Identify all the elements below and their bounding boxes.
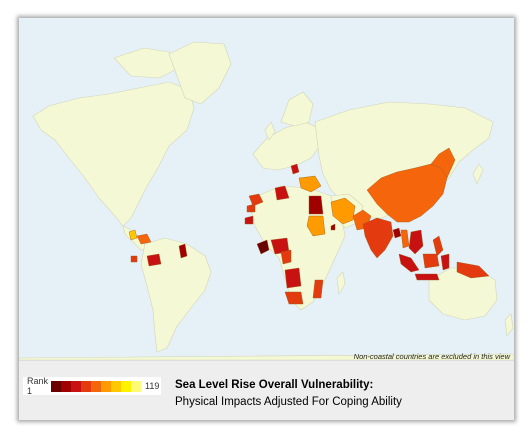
uk xyxy=(264,121,276,141)
legend-min-label: Rank 1 xyxy=(27,376,49,396)
color-legend: Rank 1 119 xyxy=(23,376,161,396)
country-tunisia xyxy=(274,185,290,201)
country-sudan xyxy=(306,215,326,237)
country-eritrea xyxy=(330,223,336,231)
country-mozambique xyxy=(312,279,324,299)
country-bangladesh xyxy=(392,227,402,239)
country-greece xyxy=(290,163,300,175)
country-ecuador xyxy=(130,255,138,263)
japan xyxy=(472,163,484,185)
country-venezuela xyxy=(146,253,162,267)
map-window: Non-coastal countries are excluded in th… xyxy=(19,18,514,420)
country-angola xyxy=(284,267,302,289)
antarctica xyxy=(19,353,514,360)
country-indonesia-borneo xyxy=(422,253,440,269)
country-indonesia-sulawesi xyxy=(440,253,450,271)
country-cameroon xyxy=(280,249,292,265)
map-footer: Rank 1 119 Sea Level Rise Overall Vulner… xyxy=(19,360,514,420)
legend-max-label: 119 xyxy=(145,381,160,391)
country-guatemala xyxy=(128,229,138,241)
legend-swatch-5 xyxy=(91,380,102,392)
map-canvas xyxy=(19,41,514,360)
map-title: Sea Level Rise Overall Vulnerability: xyxy=(175,379,374,391)
country-egypt xyxy=(308,195,324,215)
country-china-ne xyxy=(430,147,456,179)
legend-swatch-2 xyxy=(61,380,72,392)
country-senegal xyxy=(244,215,254,225)
country-papua xyxy=(456,261,490,279)
madagascar xyxy=(336,271,346,295)
country-libya xyxy=(248,193,264,207)
country-south-africa xyxy=(284,291,304,305)
arctic-islands xyxy=(113,47,180,79)
legend-swatch-9 xyxy=(131,380,142,392)
scandinavia xyxy=(280,91,314,127)
country-india xyxy=(362,217,394,259)
legend-swatch-3 xyxy=(71,380,82,392)
country-philippines xyxy=(432,235,444,257)
legend-swatch-4 xyxy=(81,380,92,392)
europe xyxy=(252,121,322,171)
country-vietnam xyxy=(408,229,424,255)
map-note: Non-coastal countries are excluded in th… xyxy=(353,352,510,361)
world-map[interactable] xyxy=(19,18,514,360)
greenland xyxy=(168,41,232,105)
south-america xyxy=(140,237,212,353)
legend-swatch-1 xyxy=(51,380,62,392)
country-indonesia-java xyxy=(414,273,440,281)
legend-swatch-8 xyxy=(121,380,132,392)
country-central-asia xyxy=(298,175,322,193)
legend-swatch-7 xyxy=(111,380,122,392)
country-indonesia-sumatra xyxy=(398,253,420,273)
country-guyana xyxy=(178,243,188,259)
country-ivory-coast xyxy=(256,239,270,255)
legend-swatch-6 xyxy=(101,380,112,392)
country-morocco xyxy=(246,203,256,213)
map-subtitle: Physical Impacts Adjusted For Coping Abi… xyxy=(175,396,402,408)
country-honduras xyxy=(136,233,152,245)
north-america xyxy=(32,81,195,227)
country-china xyxy=(366,163,448,223)
legend-swatches xyxy=(51,380,142,392)
country-iran xyxy=(330,197,356,225)
new-zealand xyxy=(504,313,514,337)
country-myanmar xyxy=(400,229,410,249)
